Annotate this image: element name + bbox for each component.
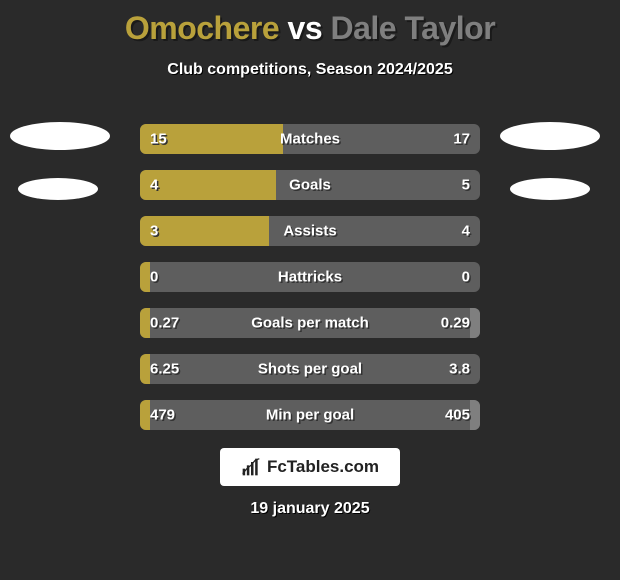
stat-value-player2: 0.29: [441, 315, 470, 332]
player1-logo-placeholder: [18, 178, 98, 200]
stat-row: 0.27 0.29Goals per match: [140, 308, 480, 338]
stat-row: 6.25 3.8Shots per goal: [140, 354, 480, 384]
stat-bar-player1: [140, 262, 150, 292]
stat-label: Goals per match: [140, 315, 480, 332]
stat-value-player2: 17: [453, 131, 470, 148]
stat-label: Hattricks: [140, 269, 480, 286]
stat-bar-player1: [140, 124, 283, 154]
stat-value-player2: 4: [462, 223, 470, 240]
stat-row: 45Goals: [140, 170, 480, 200]
player2-logo-placeholder: [510, 178, 590, 200]
stat-row: 479 405Min per goal: [140, 400, 480, 430]
stat-row: 1517Matches: [140, 124, 480, 154]
stat-value-player1: 0: [150, 269, 158, 286]
player1-name: Omochere: [125, 10, 279, 46]
stat-bar-player1: [140, 170, 276, 200]
stat-value-player2: 5: [462, 177, 470, 194]
stat-bar-player1: [140, 308, 150, 338]
stat-label: Min per goal: [140, 407, 480, 424]
stat-bar-player2: [470, 308, 480, 338]
stat-value-player1: 479: [150, 407, 175, 424]
player2-name: Dale Taylor: [331, 10, 496, 46]
stat-bar-player1: [140, 216, 269, 246]
date-text: 19 january 2025: [0, 500, 620, 518]
bar-chart-icon: [241, 457, 261, 477]
stat-bar-player1: [140, 400, 150, 430]
stat-row: 34Assists: [140, 216, 480, 246]
stat-value-player1: 0.27: [150, 315, 179, 332]
subtitle: Club competitions, Season 2024/2025: [0, 61, 620, 79]
stat-bar-player2: [470, 400, 480, 430]
stat-value-player1: 6.25: [150, 361, 179, 378]
branding-text: FcTables.com: [267, 457, 379, 477]
comparison-title: Omochere vs Dale Taylor: [0, 0, 620, 47]
branding-badge: FcTables.com: [220, 448, 400, 486]
stat-value-player2: 3.8: [449, 361, 470, 378]
stat-value-player2: 0: [462, 269, 470, 286]
player1-logo-placeholder: [10, 122, 110, 150]
stat-row: 0 0Hattricks: [140, 262, 480, 292]
stats-container: 1517Matches 45Goals 34Assists 0 0Hattricks 0.…: [140, 124, 480, 446]
stat-label: Shots per goal: [140, 361, 480, 378]
player2-logo-placeholder: [500, 122, 600, 150]
stat-value-player2: 405: [445, 407, 470, 424]
vs-text: vs: [288, 10, 323, 46]
stat-bar-player1: [140, 354, 150, 384]
